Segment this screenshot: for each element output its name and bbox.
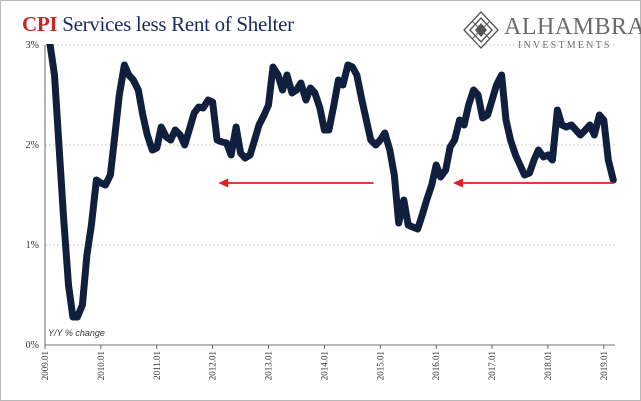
- logo-subtitle: INVESTMENTS: [518, 40, 612, 51]
- x-tick-label-4: 2013.01: [264, 351, 274, 380]
- chart-title: CPI Services less Rent of Shelter: [22, 12, 294, 37]
- title-part-cpi: CPI: [22, 12, 58, 36]
- x-tick-label-2: 2011.01: [152, 351, 162, 380]
- red-arrow-head-0: [218, 178, 229, 188]
- x-tick-label-0: 2009.01: [40, 351, 50, 380]
- y-tick-label-3: 3%: [26, 40, 39, 51]
- logo-diamond-icon: [463, 11, 499, 49]
- y-tick-label-0: 0%: [26, 340, 39, 351]
- logo-wordmark: ALHAMBRA: [504, 14, 641, 40]
- title-part-subject: Services less Rent of Shelter: [62, 12, 294, 36]
- x-tick-label-9: 2018.01: [543, 351, 553, 380]
- y-tick-label-2: 2%: [26, 140, 39, 151]
- y-tick-label-1: 1%: [26, 240, 39, 251]
- cpi-series-line: [46, 44, 617, 321]
- y-axis-note: Y/Y % change: [48, 328, 105, 338]
- x-tick-label-1: 2010.01: [96, 351, 106, 380]
- x-tick-label-10: 2019.01: [599, 351, 609, 380]
- x-tick-label-3: 2012.01: [208, 351, 218, 380]
- x-tick-label-7: 2016.01: [431, 351, 441, 380]
- x-tick-label-8: 2017.01: [487, 351, 497, 380]
- x-tick-label-6: 2015.01: [375, 351, 385, 380]
- red-arrow-head-1: [452, 178, 463, 188]
- alhambra-logo: ALHAMBRA INVESTMENTS: [462, 10, 641, 52]
- x-tick-label-5: 2014.01: [319, 351, 329, 380]
